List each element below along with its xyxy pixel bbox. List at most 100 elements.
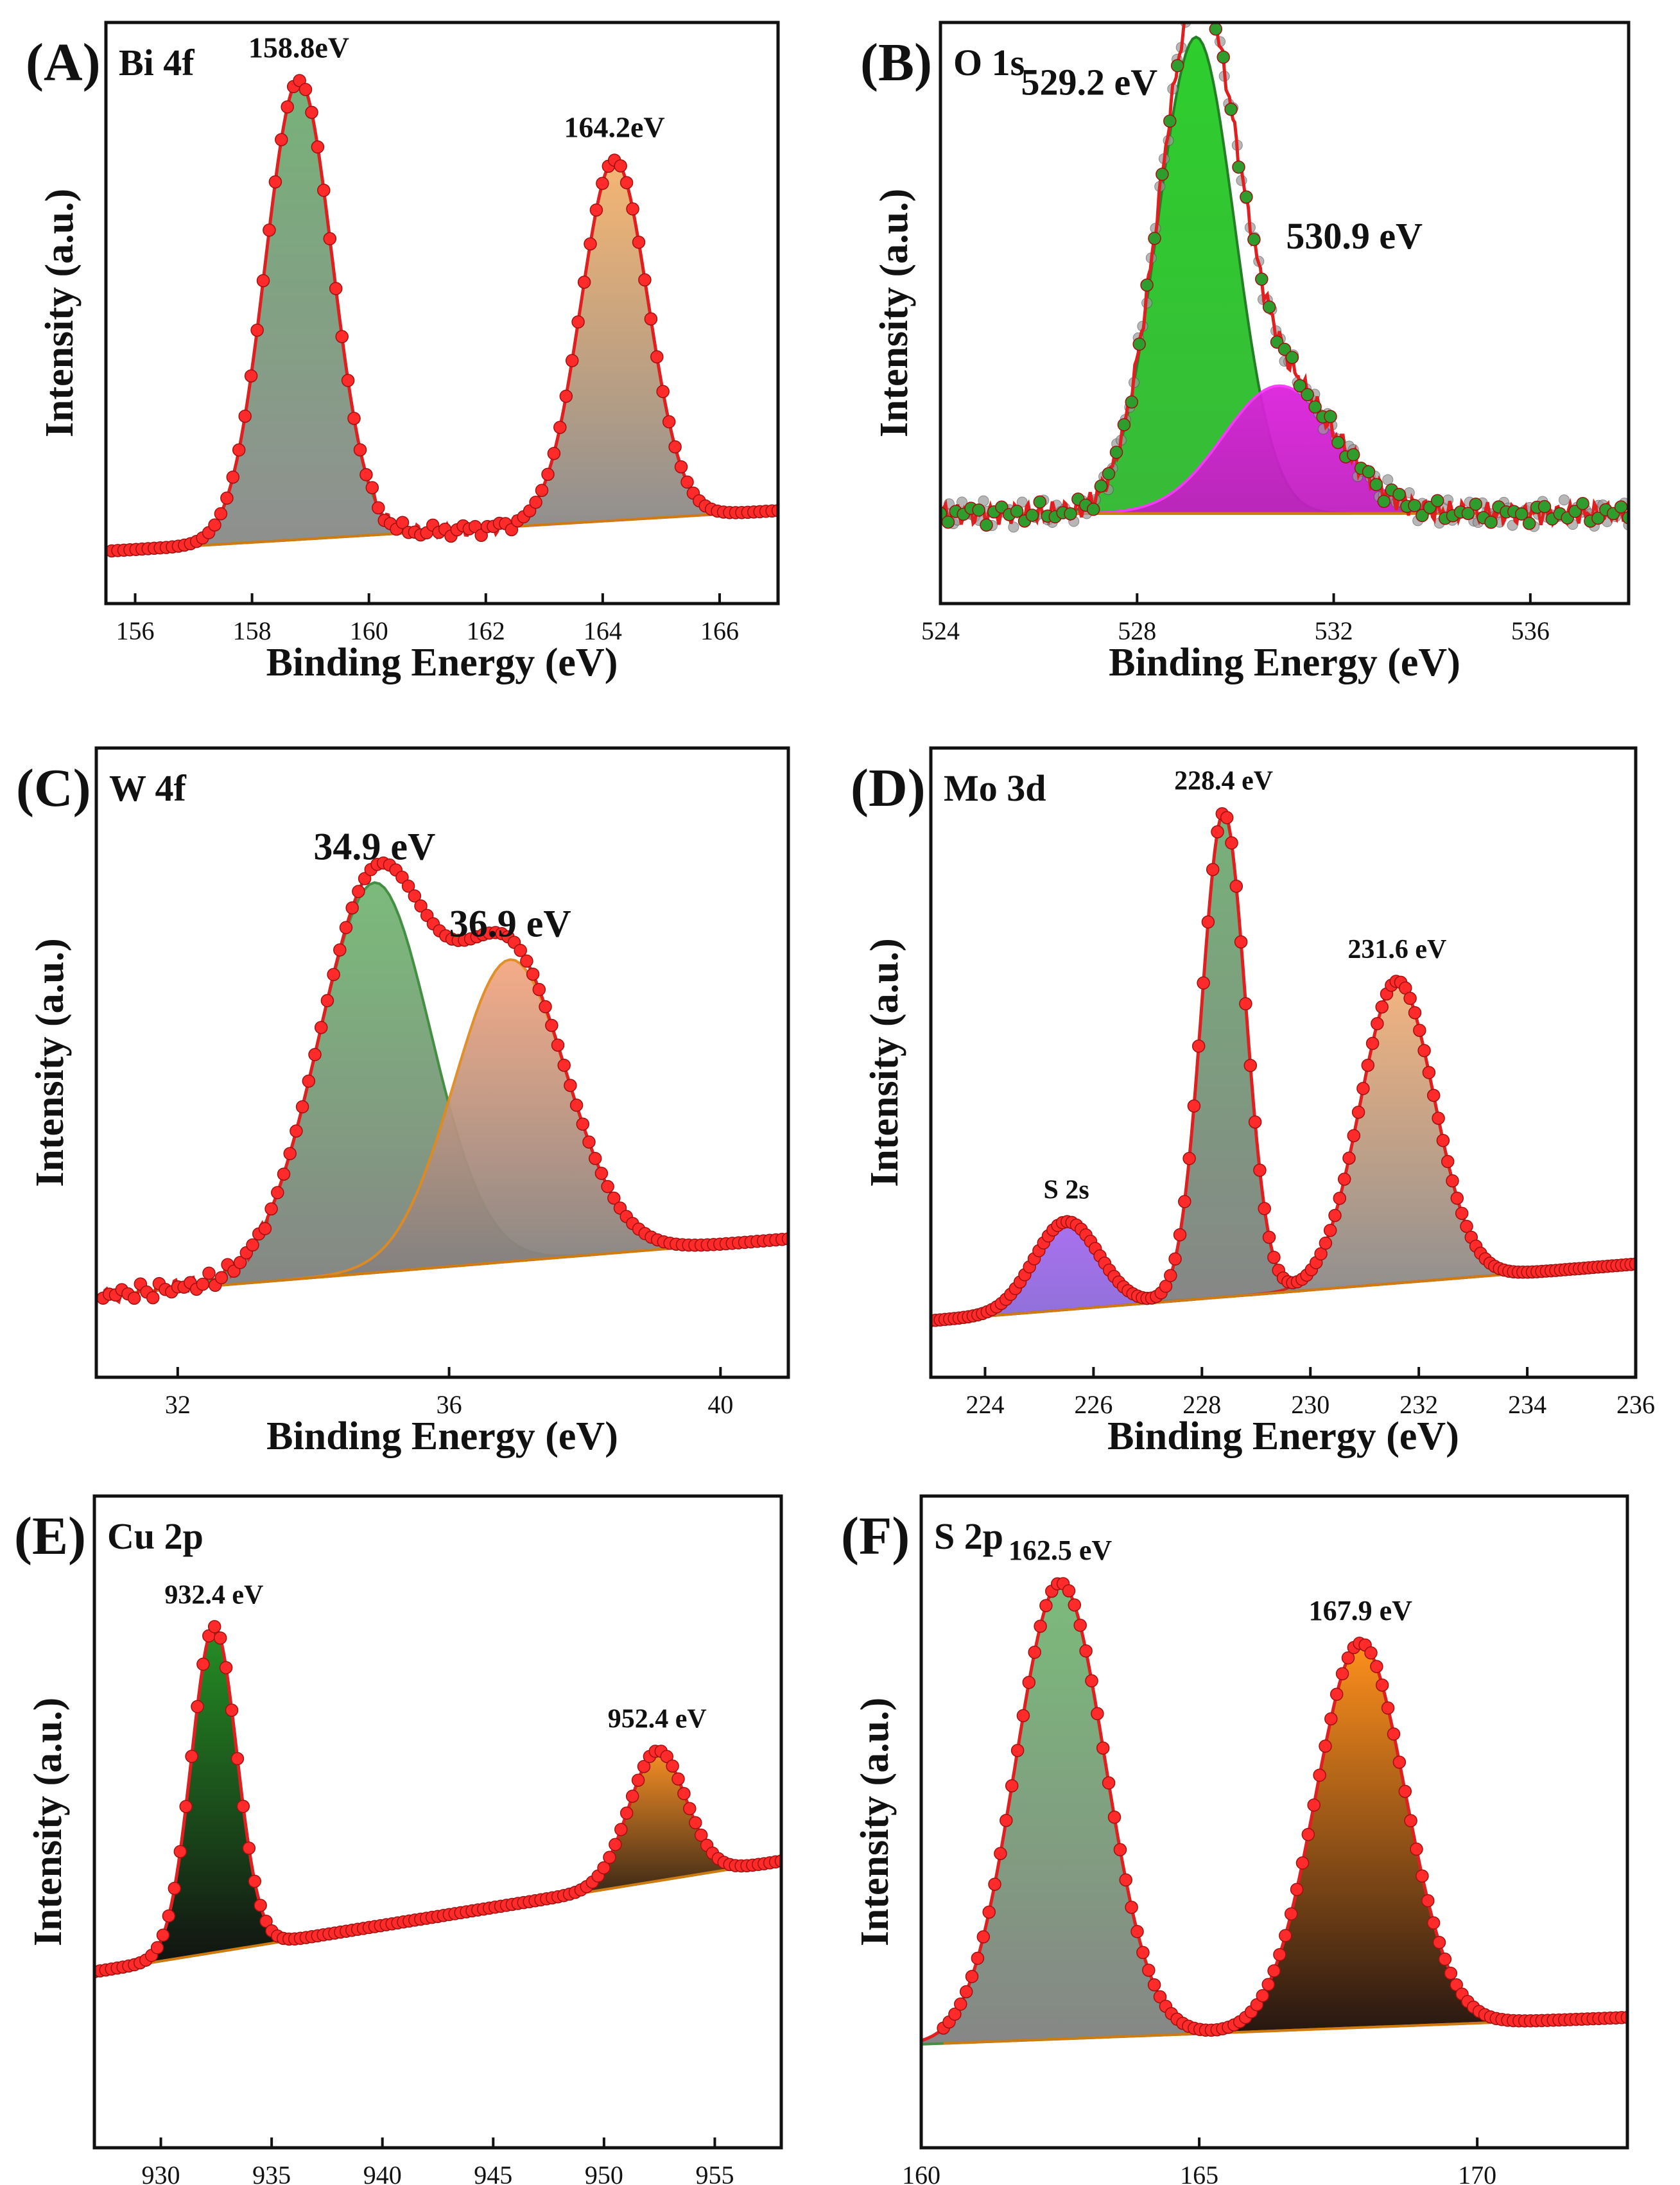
data-point: [988, 1877, 1001, 1891]
data-point: [1328, 1208, 1342, 1223]
data-point: [1243, 1059, 1258, 1072]
data-point: [1364, 1646, 1378, 1660]
data-point: [551, 1038, 565, 1052]
x-tick-label: 165: [1180, 2161, 1218, 2185]
x-axis-title: Binding Energy (eV): [1109, 641, 1460, 684]
data-point: [1319, 1739, 1332, 1753]
data-point: [535, 483, 549, 497]
data-point: [395, 516, 410, 530]
y-axis-title: Intensity (a.u.): [853, 1698, 897, 1947]
data-point: [1153, 1990, 1167, 2004]
x-axis-title: Binding Energy (eV): [1107, 1415, 1459, 1458]
data-point: [1229, 879, 1243, 893]
data-point: [1197, 976, 1210, 990]
data-point: [1430, 494, 1444, 507]
element-title: W 4f: [109, 767, 186, 809]
data-point: [196, 1657, 210, 1671]
data-point: [225, 1703, 239, 1717]
data-point: [1392, 487, 1406, 501]
x-tick-label: 224: [966, 1390, 1004, 1419]
data-point: [1460, 1219, 1473, 1233]
data-point: [588, 1151, 602, 1165]
data-point: [1187, 0, 1199, 10]
data-point: [577, 275, 591, 289]
data-point: [607, 1191, 621, 1205]
data-point: [191, 1700, 204, 1714]
data-point: [666, 1759, 679, 1773]
data-point: [208, 518, 221, 532]
data-point: [230, 1752, 245, 1766]
data-point: [505, 523, 519, 537]
data-point: [1206, 862, 1220, 876]
peak-label-36-9-ev: 36.9 eV: [449, 902, 571, 945]
data-point: [637, 1759, 651, 1773]
data-point: [248, 1874, 261, 1888]
data-points: [931, 807, 1636, 1328]
data-point: [1426, 1088, 1441, 1102]
plot-frame: [94, 746, 790, 1379]
data-point: [1273, 1947, 1286, 1962]
data-point: [1591, 511, 1605, 525]
data-point: [317, 184, 331, 197]
data-point: [1062, 1584, 1076, 1597]
data-point: [980, 518, 993, 532]
data-point: [359, 468, 373, 482]
x-tick-label: 524: [921, 616, 960, 645]
peak-167-9-ev-fill: [1179, 1641, 1541, 2036]
data-point: [1016, 1709, 1030, 1723]
data-point: [242, 1841, 256, 1855]
data-point: [1301, 388, 1314, 401]
x-tick-label: 228: [1182, 1390, 1221, 1419]
peak-164-2ev-fill: [479, 159, 750, 530]
data-point: [1170, 59, 1184, 73]
y-axis-title: Intensity (a.u.): [863, 938, 906, 1187]
element-title: Cu 2p: [107, 1515, 204, 1557]
data-point: [569, 1099, 584, 1112]
x-tick-label: 234: [1508, 1390, 1546, 1419]
data-point: [656, 385, 670, 399]
data-point: [559, 389, 573, 403]
panel-c: 32 36 40 Binding Energy (eV) Intensity (a.u.…: [16, 746, 790, 1458]
data-point: [1258, 1202, 1271, 1215]
data-point: [532, 982, 546, 997]
panel-d: 224 226 228 230 232 234 236 Binding Energy (eV)…: [851, 746, 1655, 1458]
data-point: [414, 899, 428, 913]
plot-frame: [929, 746, 1638, 1379]
data-point: [689, 1816, 702, 1830]
data-point: [662, 415, 676, 429]
data-point: [395, 871, 409, 884]
x-tick-label: 32: [165, 1390, 191, 1419]
raw-point: [1206, 1, 1217, 11]
data-point: [1285, 351, 1299, 364]
peak-label-164-2ev: 164.2eV: [564, 111, 665, 144]
data-point: [1247, 232, 1261, 247]
peak-s-2s-fill: [936, 1220, 1196, 1322]
data-point: [677, 1787, 691, 1800]
data-point: [299, 83, 313, 96]
x-tick-label: 236: [1616, 1390, 1655, 1419]
y-axis-title: Intensity (a.u.): [28, 938, 72, 1187]
data-point: [1408, 499, 1421, 512]
data-point: [1284, 1907, 1298, 1920]
data-point: [1324, 1712, 1338, 1726]
panel-a: 156 158 160 162 164 166 Binding Energy (eV) Int…: [26, 21, 780, 684]
x-tick-label: 232: [1399, 1390, 1438, 1419]
x-tick-label: 158: [233, 616, 272, 645]
panel-f: 160165170Binding Energy (eV)Intensity (a…: [841, 1494, 1629, 2185]
data-point: [644, 312, 658, 326]
data-point: [514, 943, 527, 957]
data-point: [207, 1620, 221, 1633]
data-point: [1426, 1916, 1441, 1930]
data-point: [1085, 1674, 1098, 1688]
data-point: [408, 889, 422, 903]
data-point: [631, 1773, 645, 1787]
data-point: [1195, 0, 1207, 4]
peak-label-162-5-ev: 162.5 eV: [1009, 1535, 1113, 1566]
data-point: [1335, 1667, 1349, 1680]
data-point: [982, 1905, 996, 1919]
data-point: [1262, 300, 1276, 314]
data-point: [1347, 1129, 1361, 1142]
x-tick-label: 166: [700, 616, 739, 645]
data-point: [619, 1806, 634, 1820]
data-point: [674, 460, 688, 474]
